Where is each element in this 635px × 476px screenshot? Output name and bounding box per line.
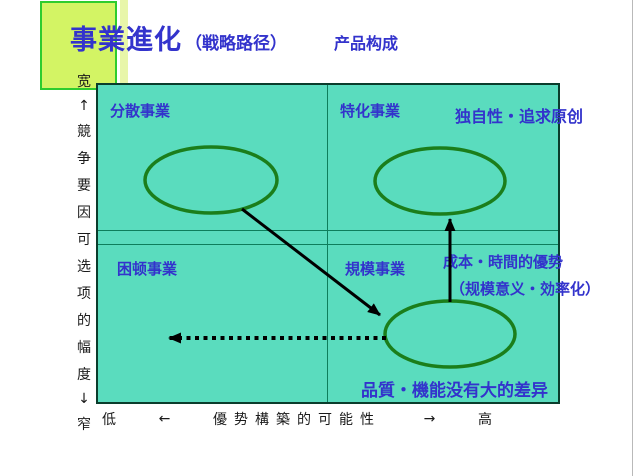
y-axis-char: 度	[77, 367, 91, 383]
title-right: 产品构成	[334, 34, 399, 53]
slide-title: 事業進化 （戦略路径） 产品构成	[70, 18, 398, 57]
y-axis-char: 的	[77, 313, 91, 329]
annotation-uniqueness: 独自性・追求原创	[455, 107, 584, 126]
x-axis-left-arrow: ←	[158, 411, 171, 427]
matrix-area	[96, 83, 560, 404]
y-axis-char: ↑	[78, 98, 90, 114]
matrix-horizontal-divider-lower	[98, 244, 558, 245]
title-sub: （戦略路径）	[185, 34, 287, 54]
x-axis-label: 優势構築的可能性	[212, 412, 381, 428]
y-axis-char: 因	[77, 205, 91, 221]
x-axis-right-arrow: →	[423, 411, 436, 427]
quadrant-label-scale: 規模事業	[345, 260, 406, 278]
y-axis-char: ↓	[78, 391, 90, 407]
x-axis-low: 低	[102, 412, 116, 428]
y-axis-char: 选	[77, 259, 91, 275]
y-axis-char: 项	[77, 286, 91, 302]
x-axis: 低 ← 優势構築的可能性 → 高	[102, 409, 492, 429]
title-main: 事業進化	[70, 25, 182, 56]
annotation-quality: 品質・機能没有大的差异	[361, 381, 548, 401]
title-highlight-bar	[120, 0, 128, 94]
slide-edge-line	[632, 0, 633, 476]
y-axis-char: 窄	[77, 417, 91, 433]
quadrant-label-stalemate: 困顿事業	[117, 260, 178, 278]
y-axis-char: 争	[77, 151, 91, 167]
annotation-scale-note: （规模意义・効率化）	[450, 280, 601, 298]
y-axis-char: 幅	[77, 340, 91, 356]
quadrant-label-specialized: 特化事業	[340, 102, 401, 120]
matrix-horizontal-divider-upper	[98, 230, 558, 231]
y-axis-char: 宽	[77, 74, 91, 90]
title-highlight-rect	[40, 1, 117, 90]
y-axis: 宽 ↑ 競争要因可选项的幅度 ↓ 窄	[72, 71, 96, 434]
y-axis-char: 可	[77, 232, 91, 248]
y-axis-char: 競	[77, 124, 91, 140]
annotation-cost-time: 成本・時間的優势	[443, 253, 564, 271]
x-axis-high: 高	[477, 412, 492, 428]
quadrant-label-dispersed: 分散事業	[110, 102, 171, 120]
y-axis-char: 要	[77, 178, 91, 194]
